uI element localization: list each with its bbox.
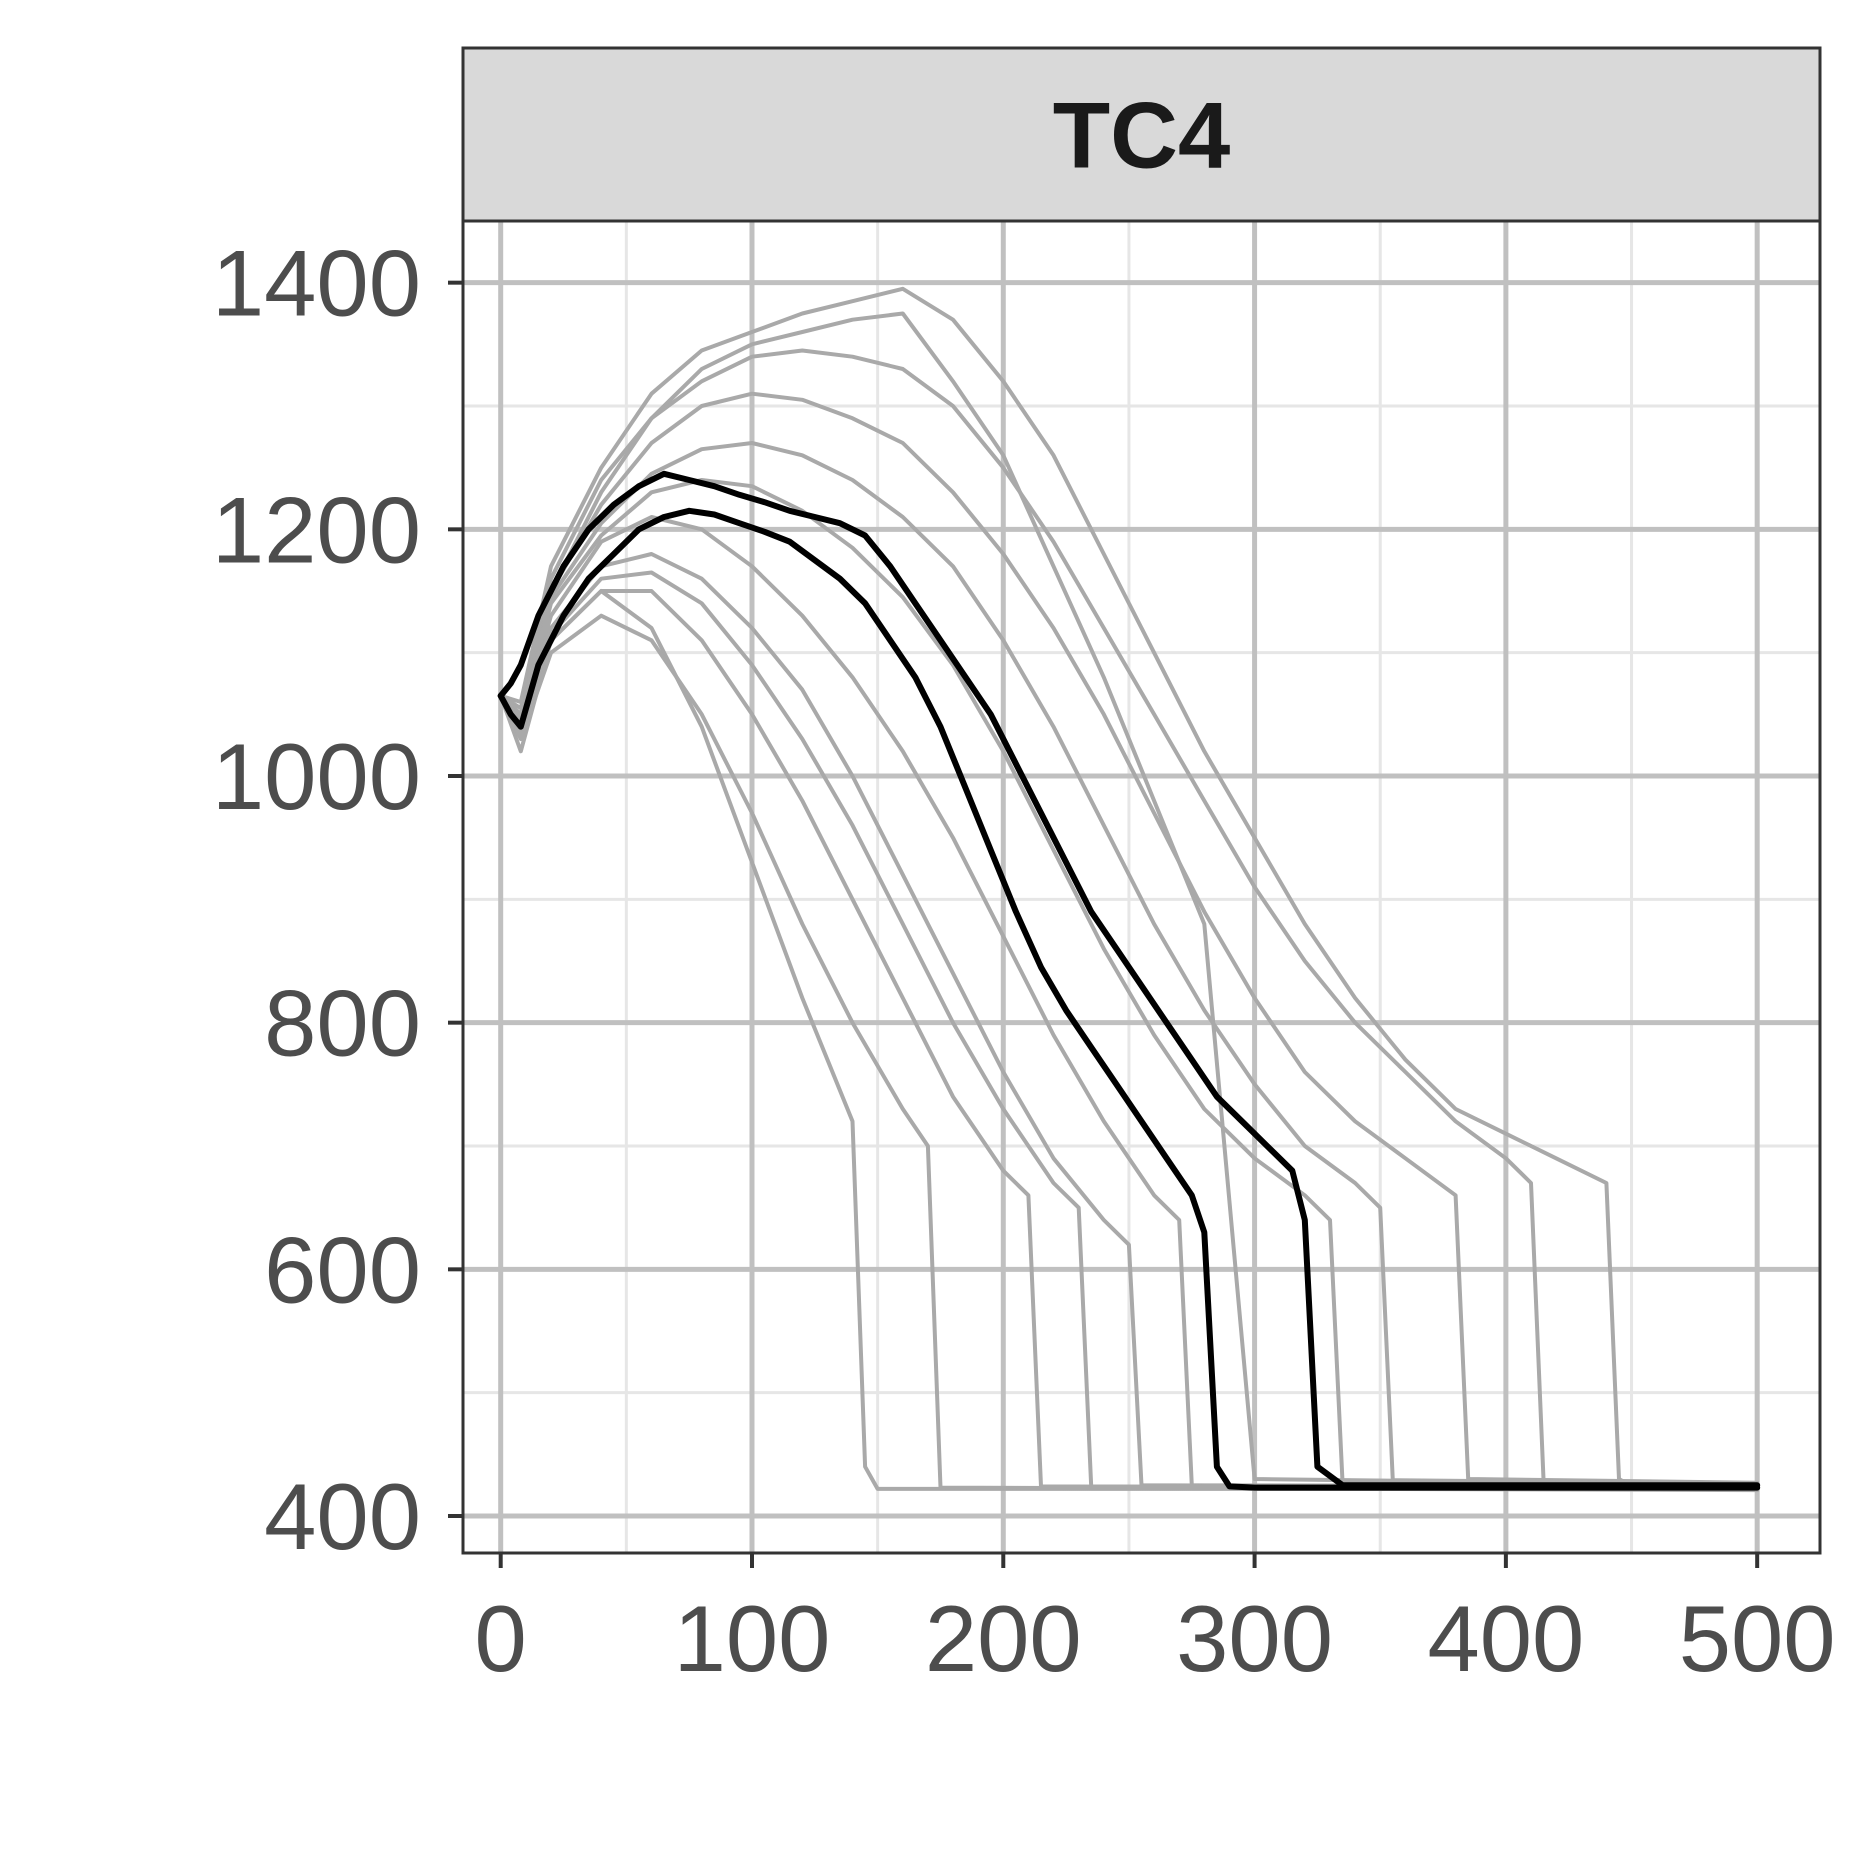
x-tick-label: 100 [674, 1586, 831, 1691]
x-tick-label: 0 [475, 1586, 527, 1691]
ensemble-series-line [498, 589, 1760, 1491]
x-tick-label: 500 [1679, 1586, 1836, 1691]
x-tick-label: 200 [925, 1586, 1082, 1691]
y-tick-label: 800 [264, 971, 421, 1076]
y-tick-label: 400 [264, 1464, 421, 1569]
y-tick-label: 600 [264, 1217, 421, 1322]
minor-gridlines [463, 221, 1820, 1553]
facet-strip-background [461, 46, 1822, 223]
x-tick-label: 300 [1176, 1586, 1333, 1691]
ensemble-series-line [498, 391, 1760, 1485]
facet-strip: TC4 [461, 46, 1822, 223]
ensemble-series-line [498, 348, 1760, 1486]
ensemble-series-line [498, 570, 1760, 1491]
panel-background [463, 221, 1820, 1553]
y-tick-label: 1400 [212, 231, 421, 336]
plot-panel [463, 221, 1820, 1553]
ensemble-series-line [498, 478, 1760, 1488]
facet-label: TC4 [1053, 83, 1231, 188]
x-axis: 0 100 200 300 400 500 [475, 1553, 1836, 1691]
highlight-series-line [497, 470, 1761, 1489]
y-tick-label: 1200 [212, 477, 421, 582]
ensemble-series-line [498, 311, 1760, 1488]
ensemble-series-line [498, 515, 1760, 1489]
y-axis: 400 600 800 1000 1200 1400 [212, 231, 463, 1569]
series-layer [497, 286, 1761, 1493]
y-tick-label: 1000 [212, 724, 421, 829]
x-tick-label: 400 [1427, 1586, 1584, 1691]
highlight-series-line [497, 507, 1761, 1491]
ensemble-series-line [498, 613, 1760, 1493]
ensemble-series-line [498, 286, 1760, 1489]
